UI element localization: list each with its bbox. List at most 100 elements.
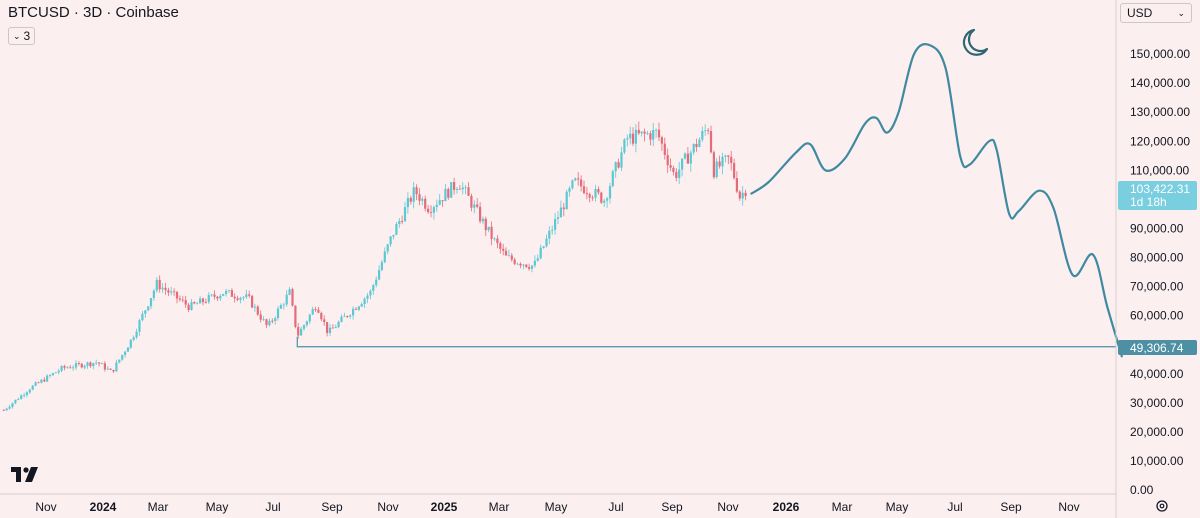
price-tick-label: 150,000.00 bbox=[1130, 47, 1190, 61]
candle-body bbox=[525, 264, 528, 268]
interval-toggle[interactable]: ⌄ 3 bbox=[8, 27, 36, 45]
candle-body bbox=[539, 247, 542, 259]
price-axis[interactable]: 0.00 10,000.00 20,000.00 30,000.00 40,000.00… bbox=[1130, 47, 1190, 497]
price-tick-label: 40,000.00 bbox=[1130, 367, 1184, 381]
candle-body bbox=[652, 130, 655, 140]
candle-body bbox=[132, 337, 135, 340]
candle-body bbox=[34, 382, 37, 386]
candle-body bbox=[331, 327, 334, 329]
forecast-path[interactable] bbox=[750, 43, 1123, 358]
candle-body bbox=[25, 392, 28, 396]
candle-body bbox=[698, 139, 701, 147]
candle-body bbox=[17, 399, 20, 400]
candle-body bbox=[216, 296, 219, 299]
candle-body bbox=[461, 187, 464, 190]
candle-body bbox=[51, 373, 54, 376]
candle-body bbox=[519, 263, 522, 266]
candle-body bbox=[337, 321, 340, 328]
candle-body bbox=[305, 321, 308, 326]
candle-body bbox=[395, 224, 398, 235]
candle-body bbox=[83, 365, 86, 368]
candle-body bbox=[54, 372, 57, 374]
candle-body bbox=[326, 322, 329, 333]
candle-body bbox=[210, 294, 213, 296]
candle-body bbox=[444, 188, 447, 202]
time-tick-label: Nov bbox=[377, 500, 398, 514]
candle-body bbox=[721, 156, 724, 167]
time-tick-label: Nov bbox=[35, 500, 56, 514]
candle-body bbox=[620, 152, 623, 168]
candle-body bbox=[251, 295, 254, 308]
candle-body bbox=[678, 169, 681, 178]
time-tick-label: May bbox=[545, 500, 568, 514]
candle-body bbox=[109, 368, 112, 370]
candle-body bbox=[663, 143, 666, 155]
candle-body bbox=[80, 363, 83, 368]
candle-body bbox=[427, 208, 430, 213]
candle-body bbox=[334, 327, 337, 328]
price-tick-label: 60,000.00 bbox=[1130, 309, 1184, 323]
time-tick-label: Sep bbox=[321, 500, 343, 514]
candle-body bbox=[614, 162, 617, 172]
time-axis[interactable]: Nov 2024 Mar May Jul Sep Nov 2025 Mar May Jul Sep No… bbox=[35, 500, 1079, 514]
candle-body bbox=[571, 180, 574, 189]
candle-body bbox=[276, 308, 280, 318]
candle-body bbox=[178, 298, 181, 300]
candle-body bbox=[481, 218, 485, 222]
settings-gear-icon[interactable] bbox=[1156, 500, 1168, 512]
candle-body bbox=[219, 295, 222, 299]
candle-body bbox=[412, 187, 415, 202]
candle-body bbox=[106, 368, 109, 370]
candle-body bbox=[363, 298, 366, 304]
candle-body bbox=[421, 198, 424, 201]
candle-body bbox=[138, 320, 141, 332]
candle-body bbox=[562, 207, 565, 210]
candle-body bbox=[225, 290, 228, 294]
candle-body bbox=[380, 262, 383, 270]
time-tick-label: 2025 bbox=[431, 500, 458, 514]
candle-body bbox=[623, 139, 626, 153]
candle-body bbox=[366, 295, 369, 299]
interval-value: 3 bbox=[23, 29, 31, 43]
candle-body bbox=[522, 264, 525, 266]
time-tick-label: Mar bbox=[148, 500, 169, 514]
candle-body bbox=[681, 158, 684, 170]
candle-body bbox=[248, 294, 251, 296]
candle-body bbox=[187, 304, 190, 310]
currency-select[interactable]: USD ⌄ bbox=[1120, 3, 1192, 23]
time-tick-label: Jul bbox=[608, 500, 623, 514]
support-line[interactable] bbox=[296, 336, 1116, 348]
candle-body bbox=[429, 212, 433, 213]
time-tick-label: Nov bbox=[1058, 500, 1079, 514]
candle-body bbox=[28, 389, 31, 393]
candle-body bbox=[715, 161, 718, 178]
candle-body bbox=[669, 165, 672, 168]
candle-body bbox=[98, 362, 101, 364]
candle-body bbox=[559, 207, 562, 218]
candle-body bbox=[695, 144, 698, 147]
symbol-title[interactable]: BTCUSD · 3D · Coinbase bbox=[8, 4, 179, 21]
candle-body bbox=[556, 217, 560, 219]
candle-body bbox=[447, 188, 450, 198]
candle-body bbox=[574, 178, 577, 181]
candle-body bbox=[124, 351, 127, 355]
currency-value: USD bbox=[1127, 6, 1153, 20]
candle-body bbox=[340, 316, 343, 322]
candle-body bbox=[657, 129, 661, 138]
candle-body bbox=[458, 188, 461, 190]
candle-body bbox=[233, 296, 236, 299]
candle-body bbox=[626, 138, 629, 140]
chevron-down-icon: ⌄ bbox=[13, 30, 21, 41]
candle-body bbox=[432, 207, 435, 213]
candle-body bbox=[60, 366, 63, 371]
candle-body bbox=[467, 187, 470, 196]
price-tick-label: 0.00 bbox=[1130, 483, 1154, 497]
candle-body bbox=[193, 302, 196, 304]
candle-body bbox=[112, 369, 115, 372]
candle-body bbox=[487, 226, 490, 231]
candle-body bbox=[181, 299, 184, 301]
price-tick-label: 80,000.00 bbox=[1130, 251, 1184, 265]
candle-body bbox=[409, 198, 412, 202]
candle-body bbox=[279, 305, 282, 309]
